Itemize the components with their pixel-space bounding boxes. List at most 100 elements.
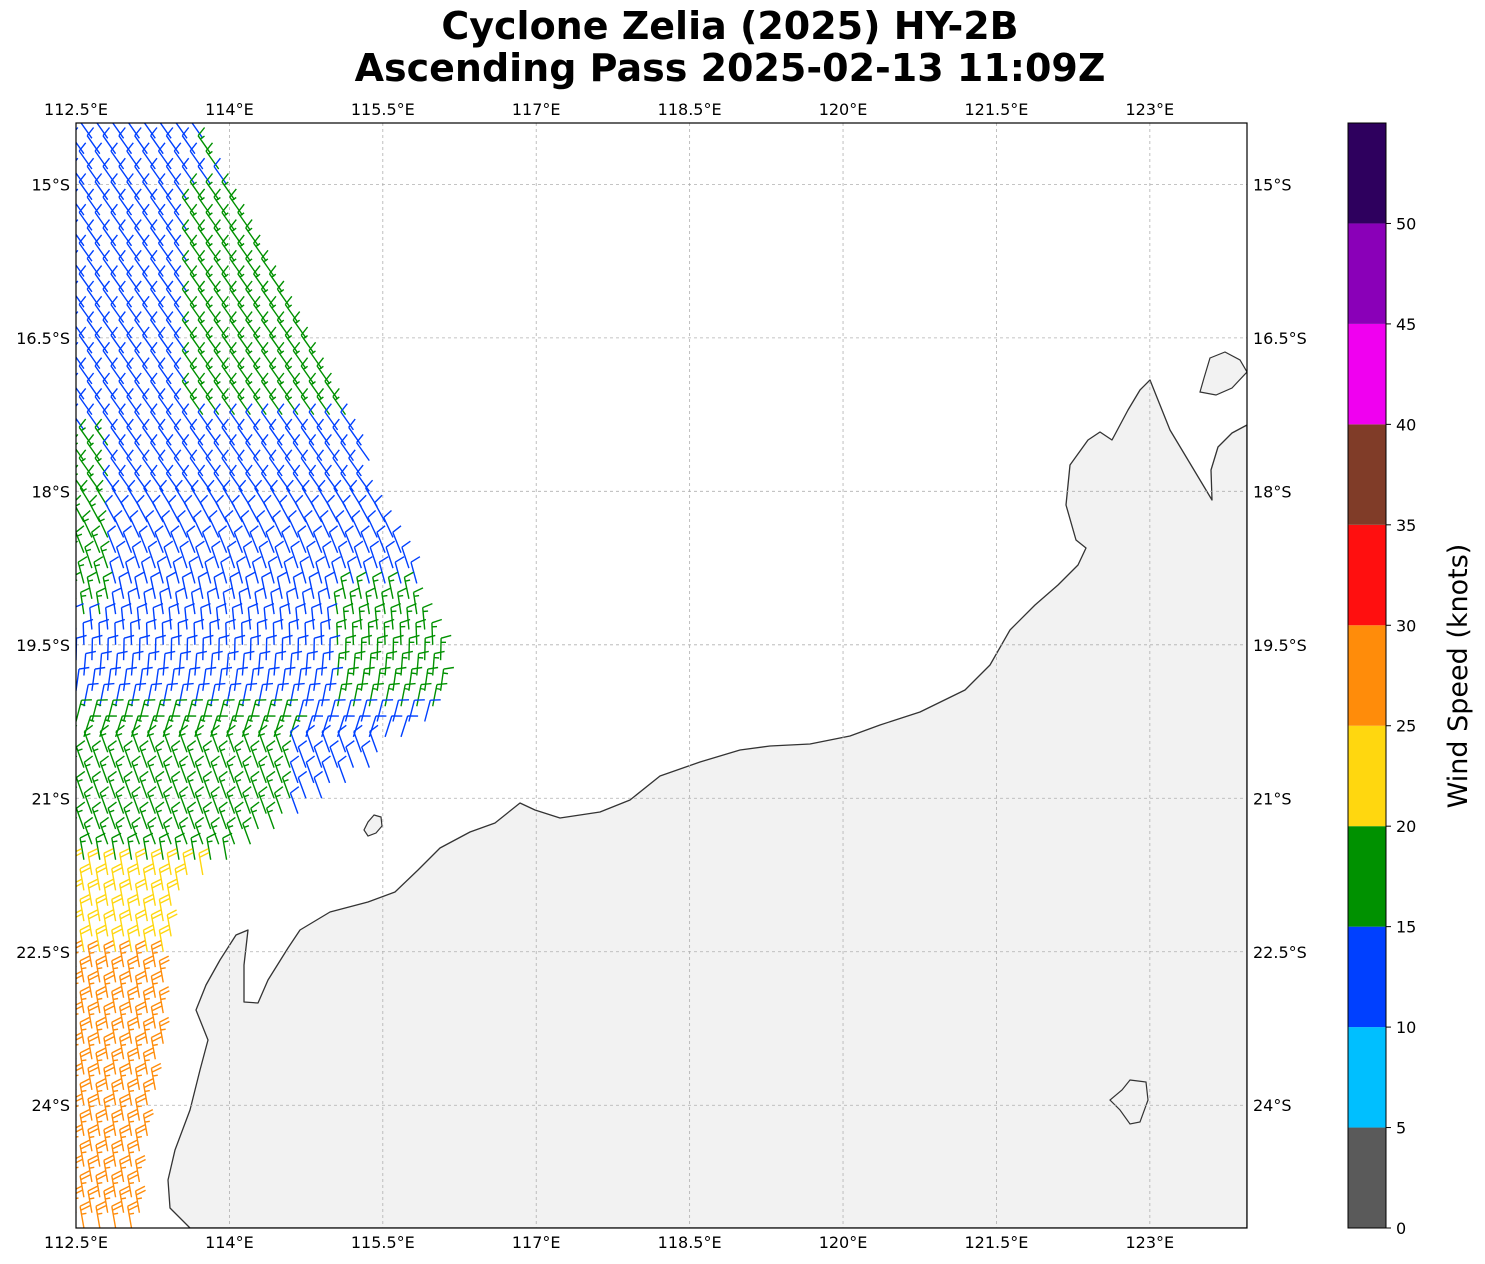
wind-barb: [226, 724, 236, 753]
wind-barb: [86, 464, 101, 492]
wind-barb: [134, 249, 148, 277]
wind-barb: [260, 464, 275, 492]
wind-barb: [76, 770, 86, 799]
wind-barb: [126, 449, 140, 477]
wind-barb: [294, 494, 307, 523]
wind-barb: [119, 1185, 131, 1213]
wind-barb: [119, 1001, 131, 1029]
wind-barb: [76, 433, 85, 462]
wind-barb: [130, 682, 147, 707]
wind-barb: [107, 634, 119, 661]
wind-barb: [242, 786, 252, 814]
wind-barb: [120, 602, 132, 630]
wind-barb: [336, 650, 350, 676]
wind-barb: [181, 372, 196, 400]
wind-barb: [229, 249, 243, 277]
wind-barb: [98, 618, 110, 645]
wind-barb: [210, 724, 220, 753]
wind-barb: [408, 666, 423, 691]
wind-barb: [158, 863, 170, 891]
wind-barb: [87, 878, 99, 906]
wind-barb: [83, 682, 99, 707]
wind-barb: [231, 494, 244, 523]
wind-barb: [134, 909, 146, 937]
wind-barb: [86, 249, 101, 277]
wind-barb: [340, 464, 354, 492]
lat-label-left: 15°S: [31, 175, 70, 194]
wind-barb: [165, 403, 180, 431]
wind-barb: [183, 494, 196, 523]
wind-barb: [131, 540, 142, 569]
wind-barb: [390, 602, 401, 630]
wind-barb: [197, 341, 212, 369]
wind-barb: [138, 699, 156, 722]
wind-barb: [345, 740, 355, 768]
wind-barb: [146, 682, 163, 707]
wind-barb: [143, 587, 154, 615]
wind-barb: [94, 265, 109, 293]
wind-barb: [211, 540, 221, 569]
wind-barb: [273, 786, 284, 814]
wind-barb: [170, 666, 185, 691]
wind-barb: [242, 755, 252, 784]
wind-barb: [408, 699, 425, 722]
wind-barb: [127, 1108, 139, 1137]
wind-barb: [368, 650, 382, 676]
wind-barb: [139, 740, 149, 768]
wind-barb: [265, 740, 276, 768]
lon-label-bottom: 114°E: [205, 1233, 254, 1252]
wind-barb: [178, 650, 192, 676]
wind-barb: [162, 724, 173, 753]
wind-barb: [86, 433, 101, 462]
wind-barb: [142, 1016, 154, 1044]
wind-barb: [142, 832, 154, 860]
wind-barb: [236, 556, 246, 584]
wind-barb: [245, 249, 259, 277]
wind-barb: [158, 1016, 170, 1044]
wind-barb: [397, 587, 408, 615]
wind-barb: [119, 878, 131, 906]
wind-barb: [127, 587, 138, 615]
wind-barb: [329, 740, 339, 768]
wind-barb: [253, 357, 267, 385]
wind-barb: [150, 188, 164, 216]
wind-barb: [268, 357, 283, 385]
wind-barb: [107, 801, 117, 830]
wind-barb: [142, 449, 156, 477]
wind-barb: [342, 494, 355, 523]
wind-barb: [422, 602, 433, 630]
lat-label-right: 15°S: [1253, 175, 1292, 194]
colorbar-label: Wind Speed (knots): [1443, 544, 1474, 809]
wind-barb: [229, 464, 243, 492]
wind-barb: [181, 219, 196, 247]
wind-barb: [416, 650, 429, 676]
wind-barb: [184, 602, 195, 630]
wind-barb: [362, 556, 373, 584]
wind-barb: [178, 755, 189, 784]
wind-barb: [376, 666, 391, 691]
wind-barb: [310, 494, 323, 523]
wind-barb: [202, 801, 213, 830]
wind-barb: [320, 618, 332, 645]
wind-barb: [146, 650, 160, 676]
wind-barb: [76, 878, 83, 906]
wind-barb: [174, 863, 186, 891]
wind-barb: [276, 280, 291, 308]
wind-barb: [258, 755, 268, 784]
wind-barb: [87, 1154, 99, 1183]
wind-barb: [87, 1062, 99, 1091]
wind-barb: [265, 770, 276, 799]
wind-barb: [150, 909, 162, 937]
wind-barb: [111, 1170, 123, 1198]
wind-barb: [76, 229, 77, 231]
wind-barb: [76, 970, 83, 998]
wind-barb: [284, 387, 299, 416]
wind-barb: [119, 1093, 131, 1121]
wind-barb: [424, 634, 436, 661]
wind-barb: [150, 372, 164, 400]
wind-barb: [297, 634, 309, 661]
wind-barb: [213, 311, 228, 339]
lat-label-left: 24°S: [31, 1096, 70, 1115]
wind-barb: [79, 1139, 91, 1167]
wind-barb: [76, 1154, 83, 1182]
